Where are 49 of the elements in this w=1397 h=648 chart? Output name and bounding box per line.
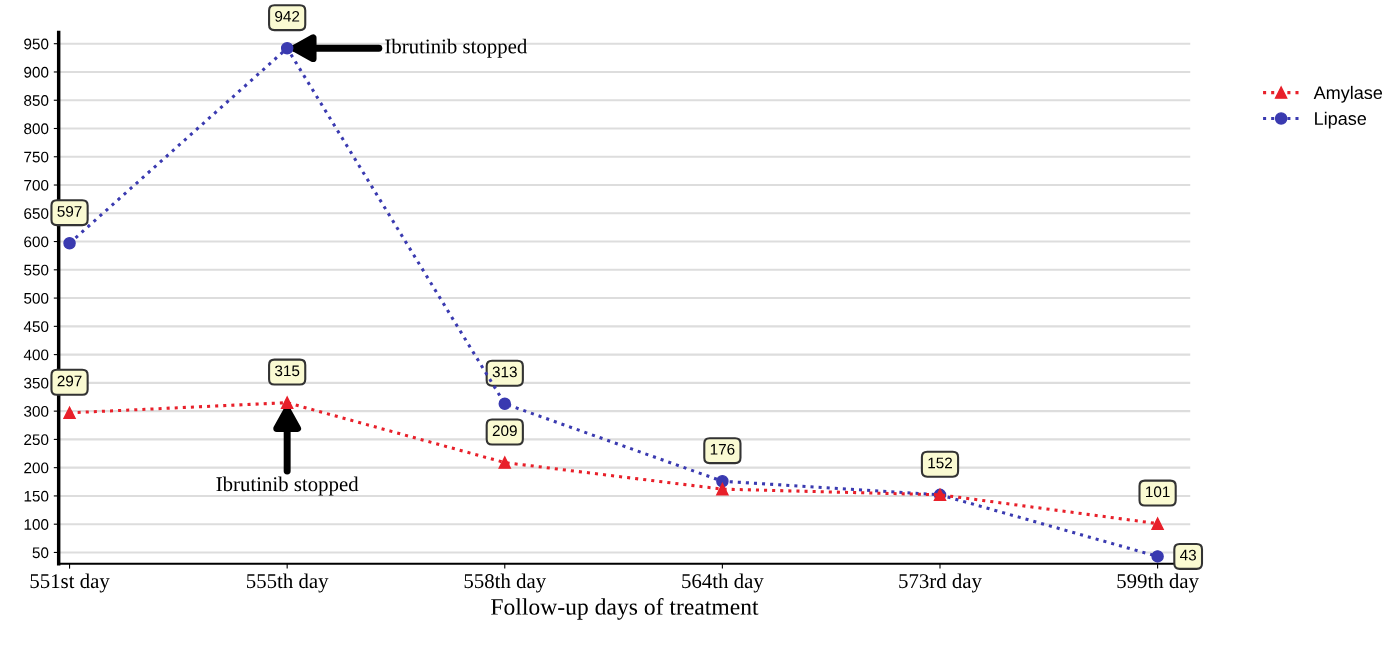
y-tick-label: 350 — [24, 377, 49, 389]
data-label: 297 — [57, 375, 82, 387]
annotation: Ibrutinib stopped — [216, 476, 359, 496]
point — [498, 397, 512, 411]
point — [498, 456, 512, 469]
data-label: 43 — [1180, 549, 1196, 561]
y-tick-label: 450 — [23, 321, 49, 333]
y-tick-label: 300 — [24, 406, 49, 417]
data-label: 176 — [710, 443, 735, 455]
y-tick-label: 800 — [24, 123, 49, 135]
point — [1151, 517, 1164, 530]
data-label: 152 — [928, 457, 952, 469]
data-label: 942 — [275, 10, 300, 22]
point — [280, 396, 294, 409]
x-axis-title: Follow-up days of treatment — [491, 597, 759, 620]
y-tick-label: 700 — [24, 179, 49, 191]
x-tick-label: 558th day — [464, 573, 547, 593]
data-label: 315 — [275, 365, 300, 377]
data-label: 101 — [1146, 486, 1170, 498]
y-tick-label: 400 — [23, 349, 49, 361]
point — [63, 406, 76, 420]
y-tick-label: 50 — [32, 547, 49, 559]
data-label: 597 — [57, 205, 82, 217]
data-label: 313 — [492, 366, 517, 378]
x-tick-label: 555th day — [247, 573, 329, 593]
y-tick-label: 200 — [24, 462, 49, 474]
data-label: 209 — [492, 425, 517, 437]
y-tick-label: 950 — [24, 38, 49, 50]
point — [63, 236, 76, 250]
point — [716, 482, 729, 496]
legend-label: Amylase — [1313, 85, 1383, 103]
annotation: Ibrutinib stopped — [385, 38, 528, 58]
y-tick-label: 750 — [24, 151, 49, 163]
x-tick-label: 564th day — [682, 573, 764, 593]
point — [280, 41, 294, 55]
y-tick-label: 650 — [24, 208, 49, 219]
x-tick-label: 573rd day — [899, 573, 982, 593]
x-tick-label: 599th day — [1117, 573, 1199, 593]
y-tick-label: 150 — [24, 490, 49, 502]
legend-label: Lipase — [1315, 111, 1367, 129]
y-tick-label: 250 — [24, 434, 49, 446]
y-tick-label: 500 — [24, 292, 49, 304]
y-tick-label: 100 — [24, 519, 49, 530]
point — [1151, 550, 1164, 563]
y-tick-label: 850 — [24, 95, 49, 106]
x-tick-label: 551st day — [30, 573, 110, 593]
y-tick-label: 600 — [24, 236, 49, 248]
y-tick-label: 550 — [24, 264, 49, 276]
y-tick-label: 900 — [24, 66, 49, 78]
